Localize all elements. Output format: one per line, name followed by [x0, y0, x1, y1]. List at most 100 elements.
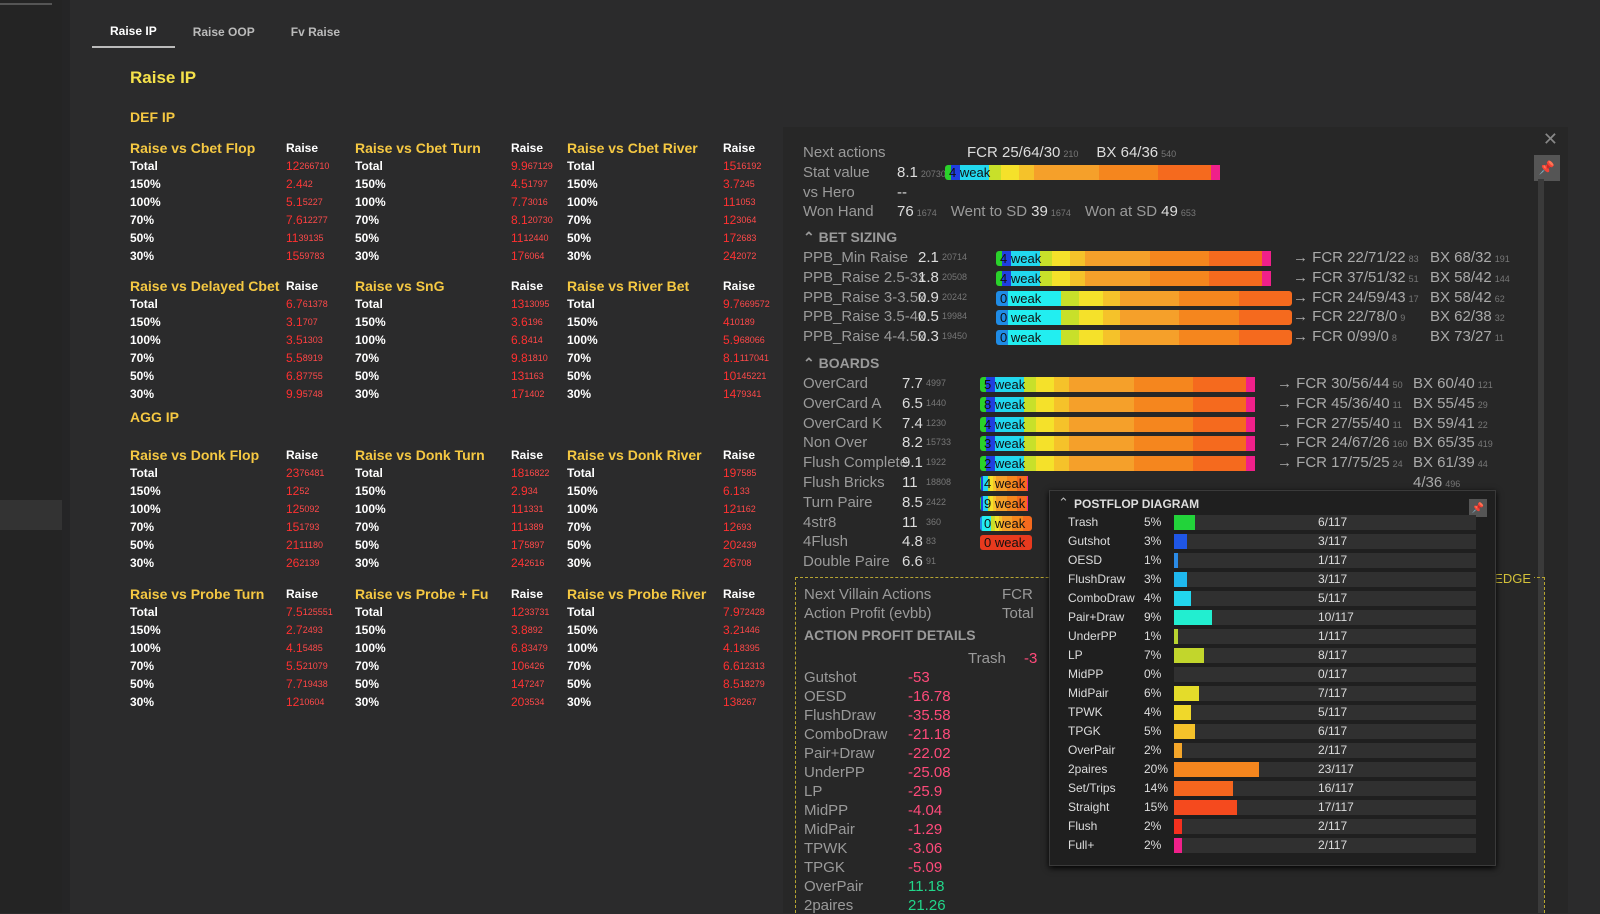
bar-segment — [1006, 495, 1018, 511]
row-label: 100% — [130, 502, 161, 516]
block-row: 30% 12 10604 — [130, 693, 333, 711]
profit-value: -4.04 — [908, 802, 943, 819]
row-value: 12 — [286, 695, 300, 709]
bar-segment — [989, 495, 993, 511]
postflop-bar-track — [1174, 610, 1476, 625]
row-label: 30% — [355, 695, 380, 709]
row-value: 7.4 — [902, 414, 923, 432]
row-sample-count: 61378 — [302, 299, 328, 309]
bar-segment — [1193, 416, 1247, 432]
profit-value: -21.18 — [908, 726, 951, 743]
row-sample-count: 6064 — [524, 251, 545, 261]
vs-hero-row: vs Hero -- — [803, 184, 907, 201]
row-value: 7.7 — [286, 677, 303, 691]
next-fcr: FCR 25/64/30 — [967, 144, 1061, 161]
section-def-ip: DEF IP — [130, 109, 176, 125]
profit-value: -25.08 — [908, 764, 951, 781]
tab-fv-raise[interactable]: Fv Raise — [290, 25, 341, 39]
profit-value: -53 — [908, 669, 930, 686]
row-label: 50% — [567, 538, 592, 552]
bet_sizing-row: PPB_Raise 3.5-4x 0.5 19984 → FCR 22/78/0 9 BX… — [803, 308, 1563, 327]
block-row: Total 18 16822 — [355, 464, 549, 482]
row-label: 150% — [130, 177, 161, 191]
postflop-bar-fill — [1174, 819, 1183, 834]
postflop-bar-fill — [1174, 743, 1183, 758]
postflop-bar-track — [1174, 629, 1476, 644]
bar-segment — [1069, 270, 1085, 286]
bar-label: 4 weak — [984, 476, 1026, 491]
row-sample-count: 2683 — [736, 233, 757, 243]
boards-row: OverCard K 7.4 1230 → FCR 27/55/40 11 BX 59/4… — [803, 415, 1563, 434]
bar-segment — [1061, 310, 1079, 326]
stat-value-row: Stat value 8.1 20730 — [803, 164, 946, 181]
postflop-bar-track — [1174, 553, 1476, 568]
block-title: Raise vs Delayed Cbet — [130, 278, 280, 294]
hud-scrollbar[interactable] — [1538, 179, 1544, 913]
block-column-header: Raise — [511, 141, 544, 155]
block-row: Total 7.5 125551 — [130, 603, 333, 621]
row-name: PPB_Min Raise — [803, 249, 909, 266]
row-label: 70% — [567, 351, 592, 365]
postflop-percent: 2% — [1144, 838, 1162, 852]
postflop-row: 2paires 20% 23/117 — [1068, 760, 1478, 779]
row-value: 14 — [511, 677, 525, 691]
trash-value: -3 — [1024, 650, 1038, 667]
postflop-bar-track — [1174, 724, 1476, 739]
bar-segment — [1133, 436, 1194, 452]
row-bar: 4 weak — [996, 270, 1292, 286]
chevron-up-icon[interactable]: ⌃ — [1058, 495, 1069, 510]
postflop-category: OESD — [1068, 553, 1103, 567]
bar-segment — [1193, 456, 1247, 472]
block-row: 100% 7.7 3016 — [355, 193, 553, 211]
row-fcr: → FCR 17/75/25 24 — [1277, 454, 1403, 471]
bar-segment — [981, 495, 983, 511]
close-icon[interactable]: ✕ — [1542, 129, 1558, 149]
row-sample-count: 76481 — [299, 468, 325, 478]
postflop-bar-track — [1174, 515, 1476, 530]
row-value: 14 — [723, 387, 737, 401]
row-value: 3.6 — [511, 315, 528, 329]
row-fcr: → FCR 37/51/32 51 — [1293, 269, 1419, 286]
row-sample-count: 708 — [736, 558, 752, 568]
bx-text: BX 58/42 — [1430, 268, 1492, 286]
bar-segment — [1033, 165, 1099, 180]
bar-label: 4 weak — [984, 416, 1026, 432]
bar-segment — [996, 270, 1002, 286]
block-row: 50% 17 2683 — [567, 229, 761, 247]
row-sample-count: 2439 — [736, 540, 757, 550]
bet-sizing-header[interactable]: ⌃ BET SIZING — [803, 229, 897, 246]
row-label: 50% — [130, 231, 155, 245]
row-sample-count: 693 — [736, 522, 752, 532]
bar-segment — [1007, 330, 1062, 346]
pin-icon[interactable]: 📌 — [1534, 155, 1560, 181]
row-name: PPB_Raise 3-3.5x — [803, 288, 926, 306]
bar-segment — [1238, 330, 1292, 346]
bar-segment — [985, 377, 995, 392]
row-value: 0.9 — [918, 288, 939, 306]
pin-icon[interactable]: 📌 — [1469, 499, 1487, 517]
won-hand-label: Won Hand — [803, 203, 874, 220]
postflop-category: UnderPP — [1068, 629, 1117, 643]
row-name: Double Paire — [803, 553, 890, 571]
tab-raise-ip[interactable]: Raise IP — [92, 16, 175, 48]
row-value: 11 — [902, 474, 918, 491]
bar-segment — [998, 515, 1002, 531]
row-label: 100% — [567, 333, 598, 347]
row-value: 13 — [511, 369, 525, 383]
row-label: 50% — [355, 538, 380, 552]
row-label: 150% — [355, 623, 386, 637]
row-bar: 9 weak — [980, 495, 1032, 511]
row-count: 15733 — [926, 437, 952, 448]
sidebar-highlight[interactable] — [0, 500, 64, 530]
row-name: PPB_Raise 4-4.5x — [803, 328, 926, 346]
block-row: 30% 24 2072 — [567, 247, 761, 265]
row-label: 50% — [355, 231, 380, 245]
stat-value-label: Stat value — [803, 164, 870, 181]
row-sample-count: 72428 — [739, 607, 765, 617]
bar-segment — [1061, 330, 1079, 346]
row-bx: BX 73/27 11 — [1430, 328, 1504, 345]
boards-header[interactable]: ⌃ BOARDS — [803, 355, 879, 372]
bar-segment — [980, 416, 986, 432]
tab-raise-oop[interactable]: Raise OOP — [192, 25, 255, 39]
block-row: 150% 3.6 196 — [355, 313, 549, 331]
